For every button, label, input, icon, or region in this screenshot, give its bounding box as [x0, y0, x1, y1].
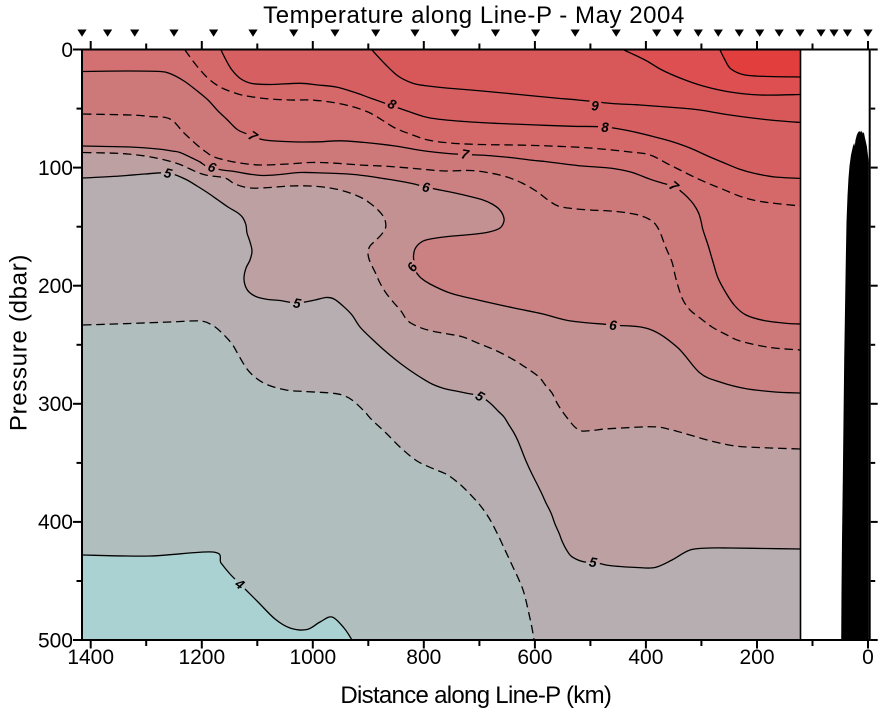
svg-text:0: 0	[862, 646, 874, 669]
svg-text:1000: 1000	[289, 646, 336, 669]
svg-text:6: 6	[609, 317, 618, 333]
svg-text:7: 7	[460, 146, 471, 162]
svg-text:300: 300	[38, 393, 73, 416]
svg-text:100: 100	[38, 157, 73, 180]
svg-text:800: 800	[406, 646, 441, 669]
svg-text:1200: 1200	[178, 646, 225, 669]
svg-text:1400: 1400	[67, 646, 114, 669]
svg-text:8: 8	[601, 120, 609, 135]
svg-text:200: 200	[38, 275, 73, 298]
svg-text:9: 9	[591, 98, 599, 113]
svg-text:5: 5	[162, 165, 174, 182]
svg-text:400: 400	[628, 646, 663, 669]
svg-text:500: 500	[38, 629, 73, 652]
svg-text:Temperature along Line-P - May: Temperature along Line-P - May 2004	[263, 2, 685, 29]
svg-text:Pressure (dbar): Pressure (dbar)	[6, 254, 33, 431]
svg-text:5: 5	[292, 295, 302, 311]
svg-text:6: 6	[421, 179, 431, 195]
svg-text:400: 400	[38, 511, 73, 534]
svg-text:Distance along Line-P (km): Distance along Line-P (km)	[340, 682, 611, 708]
svg-text:5: 5	[588, 554, 598, 570]
svg-text:600: 600	[517, 646, 552, 669]
svg-text:200: 200	[739, 646, 774, 669]
svg-text:0: 0	[61, 39, 73, 62]
